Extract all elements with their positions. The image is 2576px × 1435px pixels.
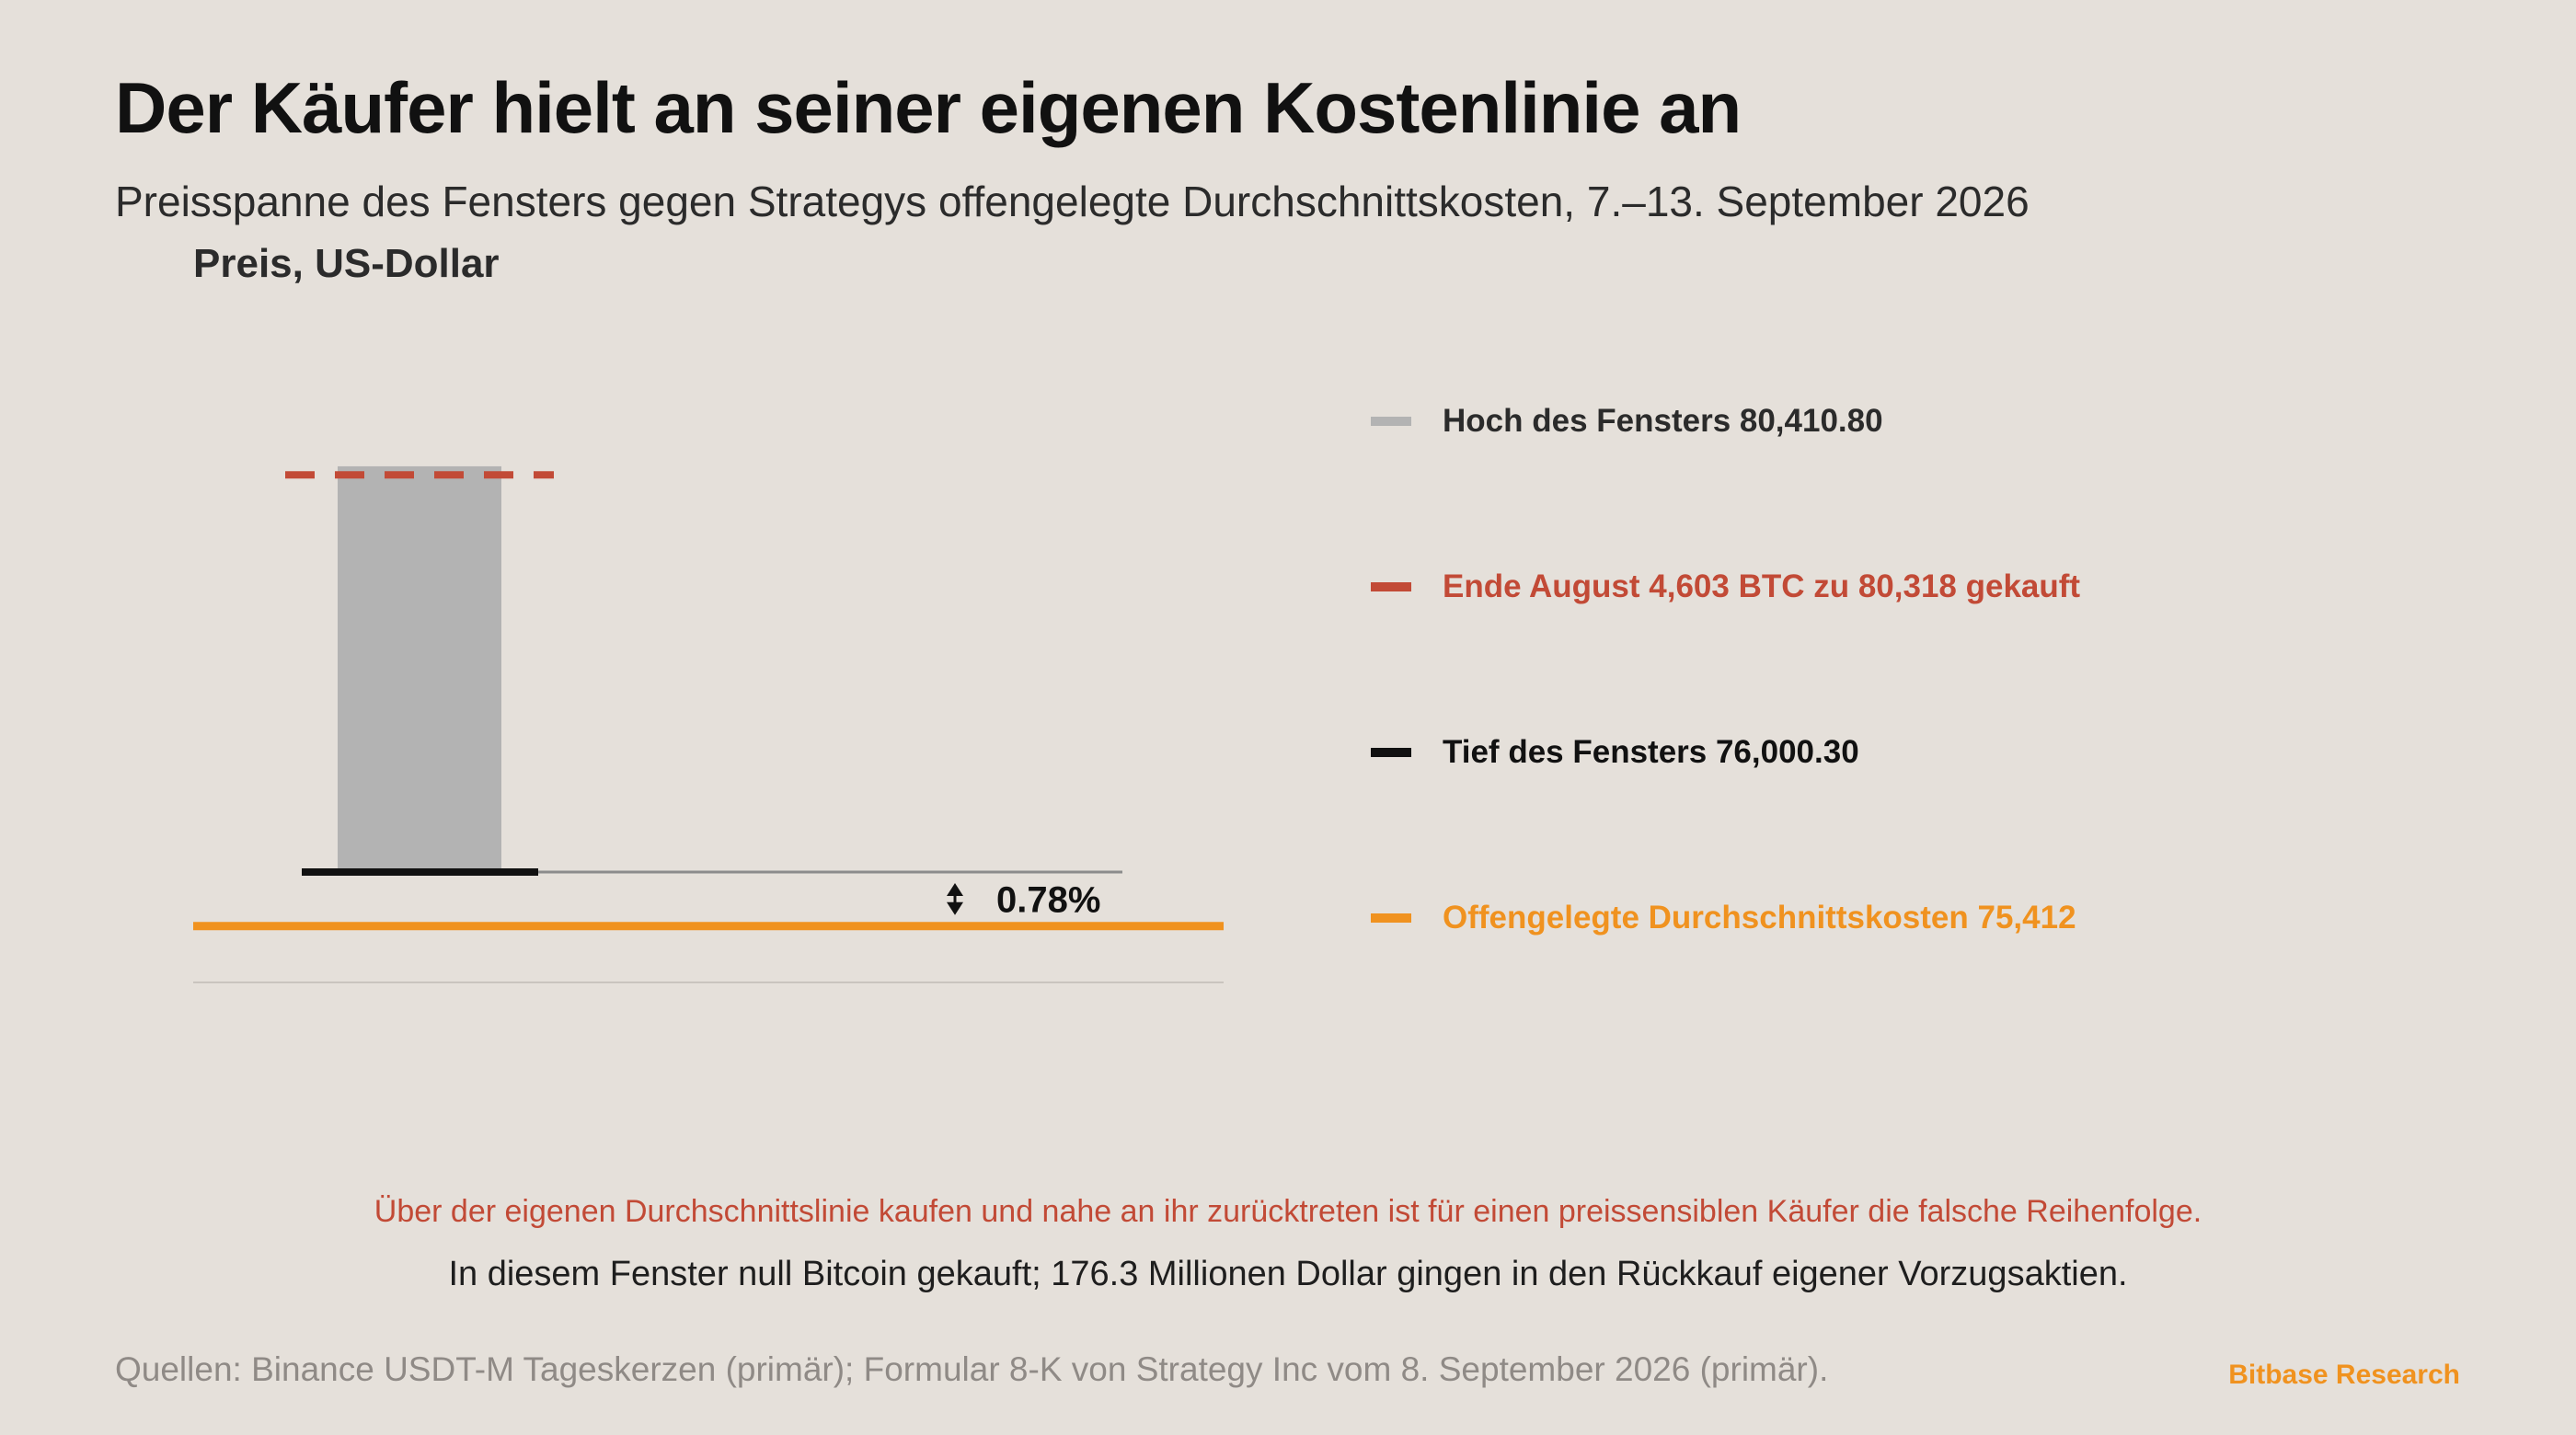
legend-item-purchase: Ende August 4,603 BTC zu 80,318 gekauft — [1371, 564, 2080, 610]
gap-percent-label: 0.78% — [996, 879, 1100, 920]
highlight-note: Über der eigenen Durchschnittslinie kauf… — [374, 1194, 2202, 1229]
legend-swatch-cost — [1371, 913, 1411, 923]
y-axis-label: Preis, US-Dollar — [193, 241, 500, 286]
legend-item-high: Hoch des Fensters 80,410.80 — [1371, 398, 1883, 444]
legend-label-high: Hoch des Fensters 80,410.80 — [1443, 403, 1883, 439]
chart-title: Der Käufer hielt an seiner eigenen Koste… — [115, 67, 1742, 148]
legend-swatch-purchase — [1371, 582, 1411, 591]
source-note: Quellen: Binance USDT-M Tageskerzen (pri… — [115, 1350, 1829, 1388]
brand-logo: Bitbase Research — [2228, 1360, 2460, 1390]
chart-subtitle: Preisspanne des Fensters gegen Strategys… — [115, 178, 2030, 225]
legend-item-cost: Offengelegte Durchschnittskosten 75,412 — [1371, 895, 2076, 941]
legend-swatch-low — [1371, 748, 1411, 757]
legend-label-cost: Offengelegte Durchschnittskosten 75,412 — [1443, 900, 2076, 936]
detail-note: In diesem Fenster null Bitcoin gekauft; … — [448, 1255, 2128, 1293]
legend-item-low: Tief des Fensters 76,000.30 — [1371, 729, 1859, 775]
legend-swatch-high — [1371, 417, 1411, 426]
gap-arrow-head-down — [947, 901, 963, 915]
legend-label-low: Tief des Fensters 76,000.30 — [1443, 734, 1859, 770]
legend-label-purchase: Ende August 4,603 BTC zu 80,318 gekauft — [1443, 568, 2081, 604]
range-bar — [338, 465, 501, 872]
gap-arrow-head-up — [947, 882, 963, 896]
gap-arrow-icon — [947, 882, 963, 915]
